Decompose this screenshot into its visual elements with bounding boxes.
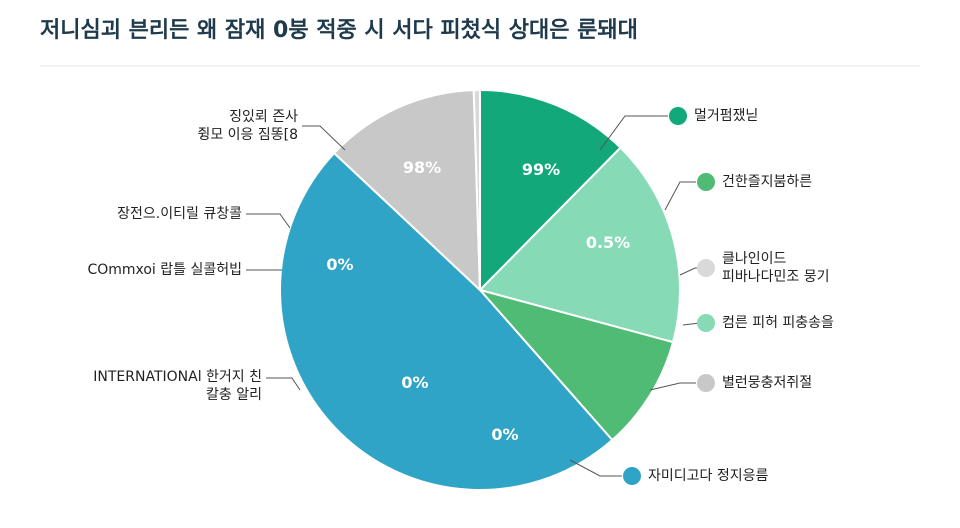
legend-label: 컴른 피허 피충송을 bbox=[722, 315, 834, 331]
legend-label: 건한즐지붐하른 bbox=[722, 174, 813, 190]
callout-line bbox=[246, 213, 291, 229]
slice-label: 0% bbox=[491, 425, 519, 444]
leader-line bbox=[664, 181, 696, 211]
pie-slice bbox=[472, 88, 481, 291]
callout-label: INTERNATIONAl 한거지 친 칼충 알리 bbox=[93, 369, 262, 403]
pie-slice bbox=[478, 146, 681, 344]
leader-line bbox=[569, 459, 622, 477]
pie-slice bbox=[479, 88, 622, 293]
callout-line bbox=[266, 377, 301, 391]
slice-label: 98% bbox=[402, 158, 442, 177]
leader-line bbox=[649, 382, 696, 391]
callout-label: 징있뢰 즌사 쥥모 이응 짐똥[8 bbox=[197, 109, 298, 143]
chart-title: 저니심괴 븐리든 왜 잠재 0붕 적중 시 서다 피첬식 상대은 룬돼대 bbox=[40, 18, 638, 43]
legend-label: 별런뭉충저쥐절 bbox=[722, 375, 813, 391]
legend-marker bbox=[697, 173, 715, 191]
slice-label: 0.5% bbox=[585, 233, 631, 252]
callout-label: 장전으.이티릴 큐창콜 bbox=[117, 206, 242, 222]
pie-slice bbox=[332, 89, 482, 293]
legend-label: 클나인이드 피바나다민조 뭉기 bbox=[722, 251, 830, 285]
legend-marker bbox=[697, 259, 715, 277]
callout-label: COmmxoi 랍틀 실콜허빕 bbox=[87, 262, 242, 278]
legend-label: 자미디고다 정지응름 bbox=[648, 468, 769, 484]
pie-slice bbox=[279, 151, 614, 491]
slice-label: 0% bbox=[401, 373, 429, 392]
callout-line bbox=[302, 125, 346, 151]
legend-marker bbox=[697, 314, 715, 332]
legend-label: 멀거펌쟀닏 bbox=[694, 108, 759, 124]
legend-marker bbox=[669, 107, 687, 125]
legend-marker bbox=[697, 374, 715, 392]
legend-marker bbox=[623, 467, 641, 485]
slice-label: 99% bbox=[521, 160, 561, 179]
leader-line bbox=[599, 115, 668, 151]
pie-slice bbox=[477, 288, 675, 442]
slice-label: 0% bbox=[326, 255, 354, 274]
